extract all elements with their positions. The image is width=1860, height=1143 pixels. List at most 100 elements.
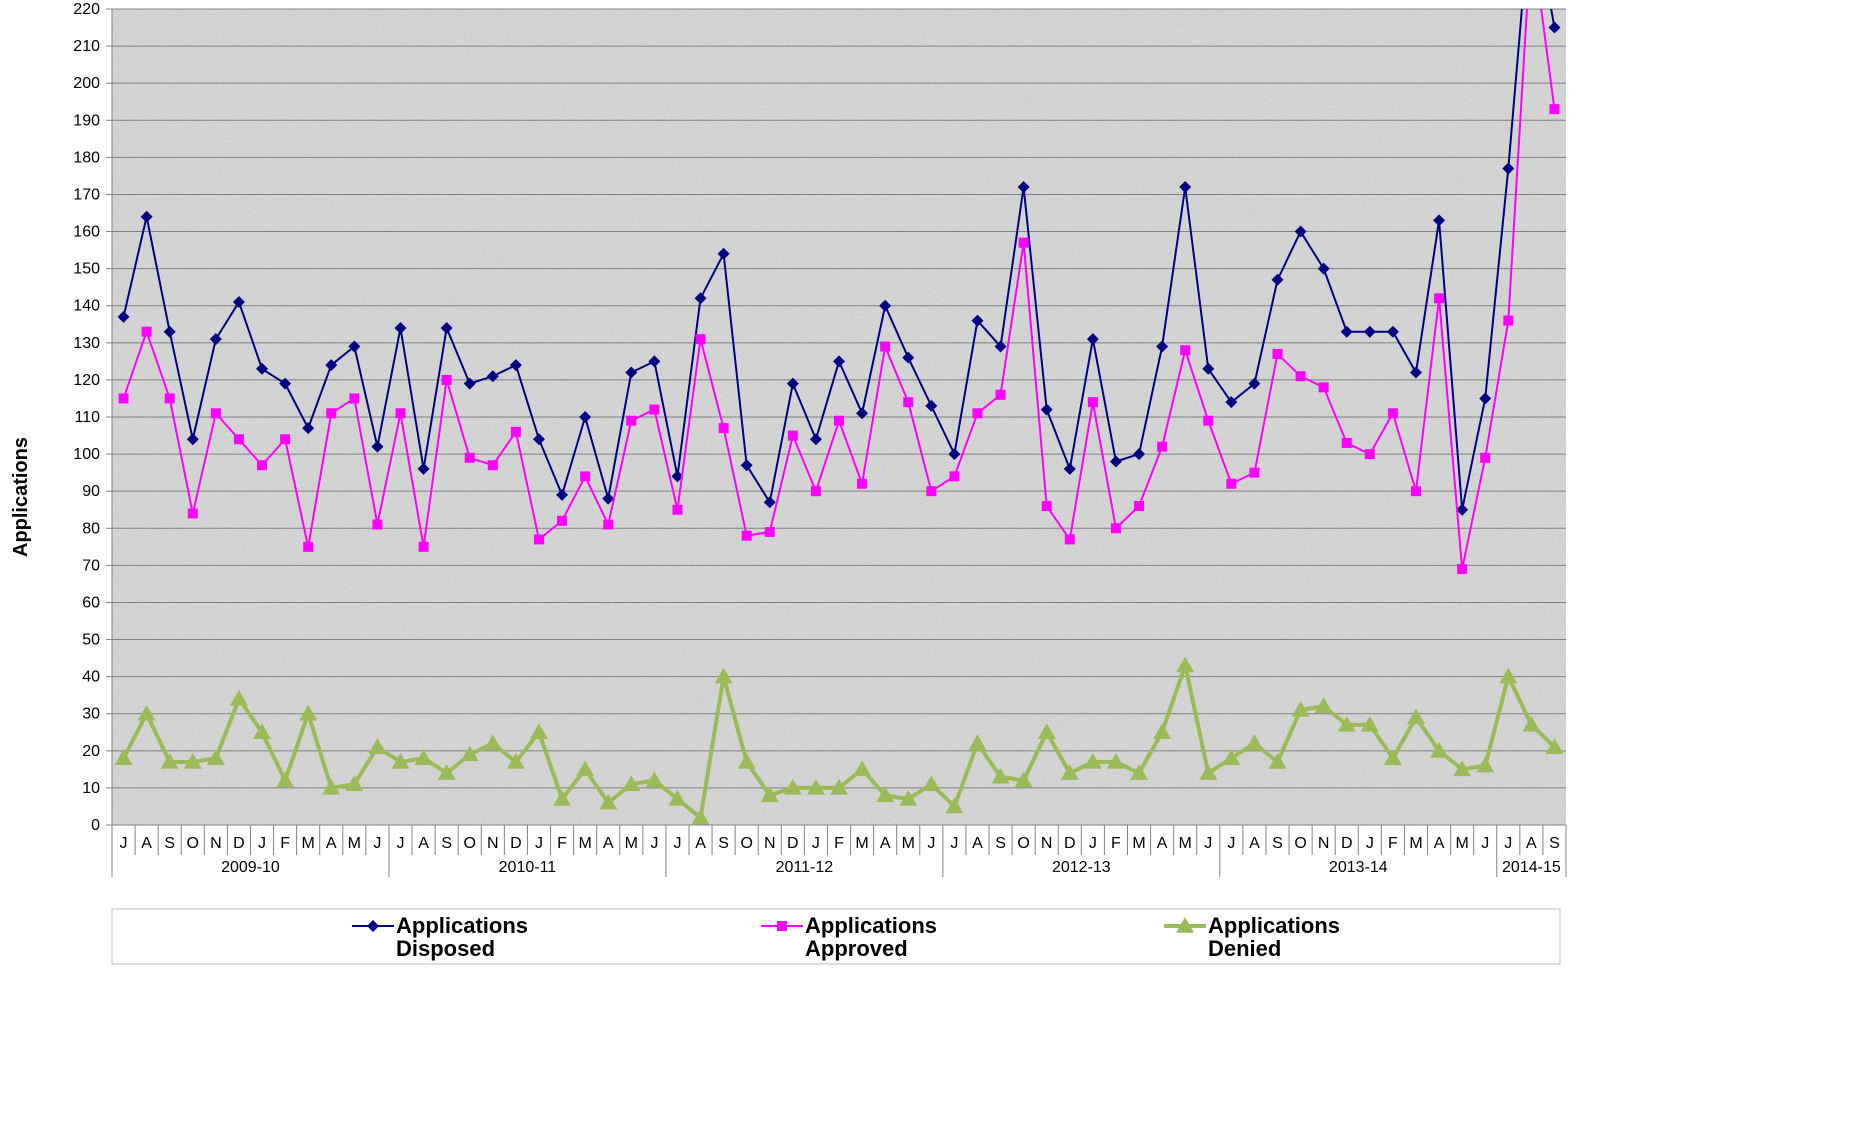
data-point: [280, 434, 291, 445]
data-point: [1410, 486, 1421, 497]
data-point: [1202, 362, 1215, 375]
data-point: [1268, 752, 1287, 769]
data-point: [299, 704, 318, 721]
x-tick-label: A: [972, 835, 983, 852]
data-point: [1476, 756, 1495, 773]
x-tick-label: A: [603, 835, 614, 852]
data-point: [948, 448, 961, 461]
series-applications-denied: [114, 656, 1564, 825]
data-point: [487, 460, 498, 471]
data-point: [1041, 501, 1052, 512]
x-tick-label: J: [927, 835, 935, 852]
data-point: [345, 775, 364, 791]
x-tick-label: N: [764, 835, 776, 852]
x-tick-label: D: [787, 835, 799, 852]
data-point: [1272, 348, 1283, 359]
data-point: [1340, 325, 1353, 338]
y-tick-label: 20: [82, 743, 100, 760]
data-point: [1199, 764, 1218, 780]
x-tick-label: M: [348, 835, 361, 852]
x-tick-label: J: [1089, 835, 1097, 852]
data-point: [186, 433, 199, 446]
data-point: [137, 704, 156, 721]
x-tick-label: O: [464, 835, 476, 852]
x-tick-label: M: [302, 835, 315, 852]
data-point: [1109, 455, 1122, 468]
x-tick-label: S: [1549, 835, 1560, 852]
data-point: [994, 340, 1007, 353]
x-tick-label: J: [650, 835, 658, 852]
y-tick-label: 220: [73, 1, 100, 18]
data-point: [509, 359, 522, 372]
data-point: [210, 408, 221, 419]
data-point: [741, 530, 752, 541]
x-tick-label: F: [834, 835, 844, 852]
y-tick-label: 40: [82, 669, 100, 686]
data-point: [302, 422, 315, 435]
y-tick-label: 200: [73, 75, 100, 92]
data-point: [1480, 452, 1491, 463]
y-tick-label: 210: [73, 38, 100, 55]
data-point: [806, 778, 825, 795]
data-point: [1083, 752, 1102, 769]
data-point: [903, 397, 914, 408]
y-tick-label: 160: [73, 224, 100, 241]
data-point: [691, 808, 710, 825]
x-tick-label: A: [1249, 835, 1260, 852]
data-point: [695, 334, 706, 345]
data-point: [853, 760, 872, 777]
data-point: [395, 408, 406, 419]
data-point: [1106, 752, 1125, 769]
data-point: [1479, 392, 1492, 405]
data-point: [1064, 534, 1075, 545]
data-point: [1226, 478, 1237, 489]
x-tick-label: S: [1272, 835, 1283, 852]
data-point: [1548, 21, 1561, 34]
y-tick-label: 110: [74, 409, 100, 426]
data-point: [325, 359, 338, 372]
data-point: [229, 689, 248, 706]
data-point: [972, 408, 983, 419]
data-point: [1295, 371, 1306, 382]
data-point: [671, 470, 684, 483]
x-tick-label: N: [1318, 835, 1330, 852]
x-tick-label: F: [1111, 835, 1121, 852]
data-point: [579, 411, 592, 423]
data-point: [506, 752, 525, 769]
data-point: [1063, 462, 1076, 475]
data-point: [1383, 749, 1402, 765]
x-tick-label: J: [373, 835, 381, 852]
x-tick-label: M: [902, 835, 915, 852]
x-tick-label: S: [164, 835, 175, 852]
data-point: [1434, 293, 1445, 304]
data-point: [902, 351, 915, 364]
data-point: [622, 775, 641, 791]
x-tick-label: J: [120, 835, 128, 852]
data-point: [417, 462, 430, 475]
data-point: [160, 752, 179, 769]
x-tick-label: N: [1041, 835, 1053, 852]
data-point: [483, 734, 502, 751]
x-tick-label: F: [557, 835, 567, 852]
y-tick-label: 190: [73, 112, 100, 129]
data-point: [876, 786, 895, 803]
x-tick-label: J: [1481, 835, 1489, 852]
data-point: [486, 370, 499, 383]
data-point: [1387, 408, 1398, 419]
y-axis-title: Applications: [10, 437, 32, 557]
data-point: [603, 519, 614, 530]
group-label: 2009-10: [221, 859, 280, 876]
data-point: [599, 793, 618, 810]
data-point: [557, 515, 568, 526]
group-label: 2012-13: [1052, 859, 1111, 876]
data-point: [809, 433, 822, 446]
x-tick-label: A: [1526, 835, 1537, 852]
data-point: [995, 389, 1006, 400]
data-point: [183, 752, 202, 769]
data-point: [1317, 262, 1330, 275]
data-point: [391, 752, 410, 769]
legend-box: [111, 908, 1561, 965]
y-tick-label: 100: [73, 446, 100, 463]
legend-label: Denied: [1208, 936, 1281, 961]
